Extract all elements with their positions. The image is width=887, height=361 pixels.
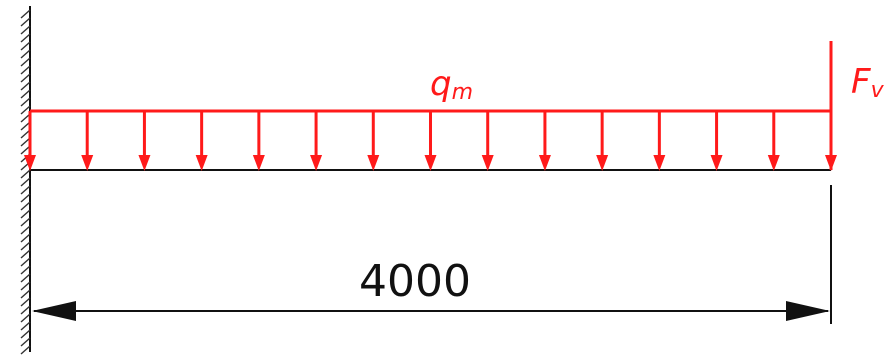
load-arrow <box>767 111 780 171</box>
load-arrow <box>596 111 609 171</box>
hatch-line <box>20 289 31 299</box>
hatch-line <box>20 321 31 331</box>
load-arrows <box>24 111 837 171</box>
hatch-line <box>20 209 31 219</box>
load-label: qm <box>430 64 473 105</box>
hatch-line <box>20 225 31 235</box>
dimension-arrow-left <box>32 301 76 321</box>
hatch-line <box>20 273 31 283</box>
hatch-line <box>20 281 31 291</box>
hatch-line <box>20 241 31 251</box>
hatch-line <box>20 105 31 115</box>
hatch-line <box>20 49 31 59</box>
hatch-line <box>20 345 31 355</box>
hatch-line <box>20 17 31 27</box>
load-arrow <box>195 111 208 171</box>
hatch-line <box>20 97 31 107</box>
hatch-line <box>20 41 31 51</box>
load-arrow <box>81 111 94 171</box>
load-arrow <box>252 111 265 171</box>
hatch-line <box>20 65 31 75</box>
hatch-line <box>20 57 31 67</box>
hatch-line <box>20 249 31 259</box>
hatch-line <box>20 337 31 347</box>
force-label: Fv <box>851 62 885 103</box>
load-arrow <box>24 111 36 171</box>
hatch-line <box>20 201 31 211</box>
dimension-value: 4000 <box>359 256 471 307</box>
dimension-annotation: 4000 <box>32 185 832 324</box>
load-arrow <box>367 111 380 171</box>
dimension-arrow-right <box>786 301 830 321</box>
hatch-line <box>20 257 31 267</box>
hatch-line <box>20 73 31 83</box>
hatch-line <box>20 81 31 91</box>
hatch-line <box>20 193 31 203</box>
load-arrow <box>310 111 323 171</box>
hatch-line <box>20 313 31 323</box>
hatch-line <box>20 217 31 227</box>
hatch-line <box>20 33 31 43</box>
load-arrow <box>424 111 437 171</box>
wall-hatching <box>20 9 31 355</box>
hatch-line <box>20 305 31 315</box>
hatch-line <box>20 265 31 275</box>
hatch-line <box>20 25 31 35</box>
hatch-line <box>20 297 31 307</box>
load-arrow <box>710 111 723 171</box>
hatch-line <box>20 233 31 243</box>
load-arrow <box>138 111 151 171</box>
hatch-line <box>20 329 31 339</box>
load-arrow <box>538 111 551 171</box>
hatch-line <box>20 177 31 187</box>
hatch-line <box>20 169 31 179</box>
load-arrow <box>481 111 494 171</box>
distributed-load <box>24 109 837 171</box>
fixed-wall-support <box>20 6 31 355</box>
load-arrow <box>653 111 666 171</box>
hatch-line <box>20 9 31 19</box>
hatch-line <box>20 185 31 195</box>
hatch-line <box>20 89 31 99</box>
